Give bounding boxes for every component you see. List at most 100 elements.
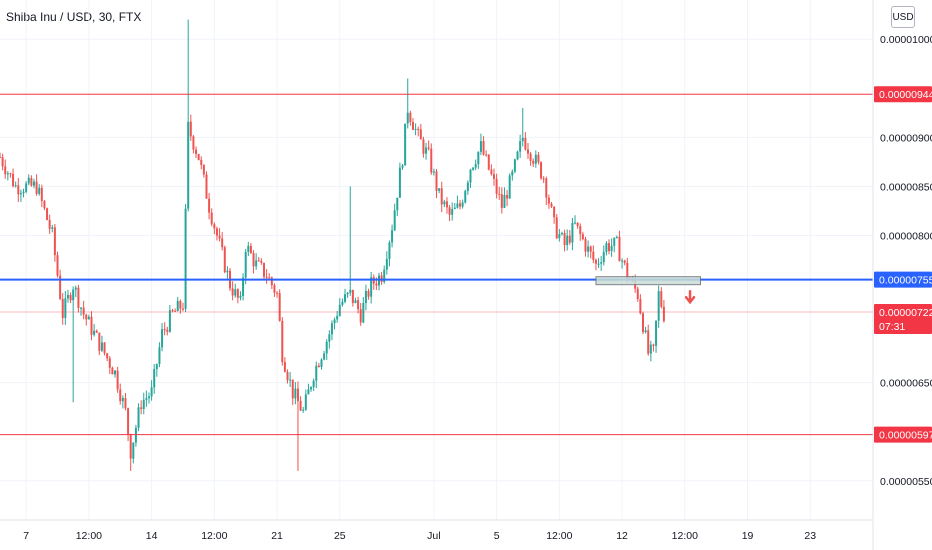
candle-body	[268, 277, 271, 279]
candle-body	[357, 300, 360, 310]
candle-body	[315, 365, 318, 381]
candle-body	[448, 207, 451, 215]
candle-body	[161, 329, 164, 348]
candle-body	[516, 151, 519, 160]
candle-body	[385, 258, 388, 270]
currency-button[interactable]: USD	[891, 6, 915, 28]
candle-body	[540, 162, 543, 179]
price-label-bottom: 0.00000597	[879, 430, 932, 442]
candle-body	[485, 154, 488, 156]
y-tick-label: 0.00000900	[880, 132, 932, 144]
candle-body	[513, 159, 516, 172]
price-label-resistance-bg	[874, 86, 932, 103]
y-axis[interactable]: 0.00001000 0.00000900 0.00000850 0.00000800…	[880, 34, 932, 488]
price-label-support-bg	[874, 271, 932, 288]
candle-body	[647, 330, 650, 354]
candle-body	[594, 259, 597, 264]
candle-body	[244, 251, 247, 278]
candle-body	[411, 122, 414, 130]
candle-body	[375, 283, 378, 286]
candle-body	[236, 289, 239, 298]
candle-body	[208, 198, 211, 213]
candle-body	[519, 141, 522, 152]
x-tick-label: Jul	[427, 530, 440, 542]
y-tick-label: 0.00000550	[880, 476, 932, 488]
candle-body	[80, 307, 83, 309]
candle-body	[239, 295, 242, 298]
down-arrow-icon	[684, 289, 696, 305]
candle-body	[613, 237, 616, 246]
chart-title: Shiba Inu / USD, 30, FTX	[6, 10, 142, 24]
candle-body	[127, 408, 130, 435]
candle-body	[466, 182, 469, 191]
candle-body	[197, 154, 200, 160]
candle-body	[310, 387, 313, 390]
candle-body	[636, 288, 639, 300]
x-axis[interactable]: 7 12:00 14 12:00 21 25 Jul 5 12:00 12 12:00 19 23	[23, 530, 816, 542]
candle-body	[587, 246, 590, 252]
candle-body	[121, 398, 124, 402]
candle-body	[459, 203, 462, 207]
candle-body	[592, 251, 595, 260]
candle-body	[64, 298, 67, 319]
candle-body	[388, 242, 391, 259]
candle-body	[589, 246, 592, 252]
candle-body	[32, 181, 35, 186]
candle-body	[660, 291, 663, 307]
candle-body	[25, 183, 28, 192]
price-labels: 0.00000944 0.00000755 0.00000722 07:31 0.000…	[874, 86, 932, 443]
candle-body	[560, 232, 563, 235]
candle-body	[401, 165, 404, 168]
candle-body	[558, 234, 561, 239]
candle-body	[114, 370, 117, 375]
candle-body	[461, 202, 464, 207]
candle-body	[419, 129, 422, 140]
candle-body	[367, 291, 370, 297]
candle-body	[260, 260, 263, 263]
candle-body	[364, 291, 367, 304]
candle-body	[393, 210, 396, 231]
candle-body	[425, 147, 428, 154]
candle-body	[221, 238, 224, 248]
candle-body	[655, 320, 658, 346]
candle-body	[142, 399, 145, 409]
candle-body	[234, 289, 237, 296]
candle-body	[100, 342, 103, 351]
zone	[595, 276, 701, 305]
candle-body	[77, 287, 80, 308]
candle-body	[205, 174, 208, 199]
candle-body	[362, 303, 365, 323]
candle-body	[82, 307, 85, 315]
candle-body	[87, 316, 90, 320]
candle-body	[119, 389, 122, 402]
candle-body	[550, 203, 553, 207]
candle-body	[66, 294, 69, 299]
candle-body	[286, 371, 289, 381]
candle-body	[93, 330, 96, 335]
candle-body	[511, 171, 514, 176]
candle-body	[626, 262, 629, 279]
candle-body	[223, 247, 226, 273]
candle-body	[532, 160, 535, 164]
candle-body	[652, 344, 655, 346]
candle-body	[472, 167, 475, 170]
candle-body	[349, 289, 352, 293]
candle-body	[354, 300, 357, 304]
horizontal-lines	[0, 93, 873, 436]
candle-body	[147, 396, 150, 399]
candle-body	[270, 277, 273, 286]
x-tick-label: 14	[146, 530, 158, 542]
candle-body	[231, 288, 234, 296]
candle-body	[242, 277, 245, 296]
candle-body	[605, 243, 608, 252]
candle-body	[503, 195, 506, 208]
candle-body	[111, 367, 114, 375]
candle-body	[553, 206, 556, 218]
candle-body	[317, 365, 320, 368]
candle-body	[106, 353, 109, 359]
candle-body	[477, 151, 480, 165]
candle-body	[40, 187, 43, 201]
candle-body	[179, 300, 182, 309]
candle-body	[568, 235, 571, 243]
